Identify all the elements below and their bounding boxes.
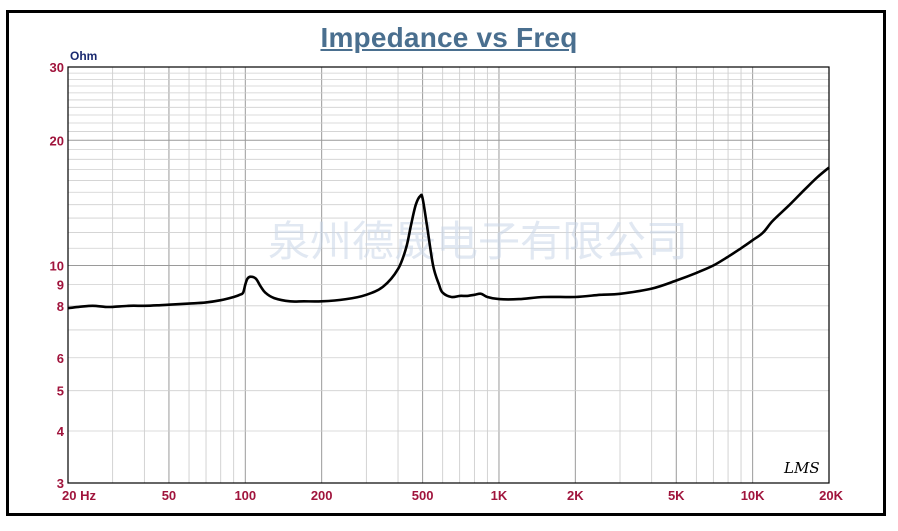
y-tick-label: 9 — [57, 278, 64, 293]
y-tick-label: 5 — [57, 384, 64, 399]
watermark-text: 泉州德晟电子有限公司 — [268, 217, 688, 266]
y-tick-label: 6 — [57, 351, 64, 366]
x-tick-label: 10K — [741, 488, 765, 503]
x-tick-label: 2K — [567, 488, 584, 503]
y-tick-label: 4 — [57, 424, 65, 439]
x-tick-label: 20 Hz — [62, 488, 96, 503]
lms-logo: LMS — [783, 459, 820, 477]
series-layer — [67, 166, 830, 310]
y-tick-label: 20 — [50, 133, 64, 148]
x-tick-label: 20K — [819, 488, 843, 503]
y-tick-labels: 30 20 10 9 8 6 5 4 3 — [50, 60, 65, 491]
x-tick-label: 50 — [162, 488, 176, 503]
y-tick-label: 8 — [57, 299, 64, 314]
y-axis-unit-label: Ohm — [70, 49, 97, 63]
grid-lines — [68, 67, 829, 483]
y-tick-label: 3 — [57, 476, 64, 491]
x-tick-label: 100 — [234, 488, 256, 503]
y-tick-label: 10 — [50, 258, 64, 273]
x-tick-labels: 20 Hz 50 100 200 500 1K 2K 5K 10K 20K — [62, 488, 844, 503]
x-tick-label: 5K — [668, 488, 685, 503]
x-tick-label: 1K — [491, 488, 508, 503]
plot-area-border — [67, 66, 830, 484]
chart-frame — [6, 10, 886, 516]
x-tick-label: 500 — [412, 488, 434, 503]
x-tick-label: 200 — [311, 488, 333, 503]
impedance-curve — [67, 166, 830, 310]
chart-title: Impedance vs Freq — [320, 22, 578, 53]
y-tick-label: 30 — [50, 60, 64, 75]
